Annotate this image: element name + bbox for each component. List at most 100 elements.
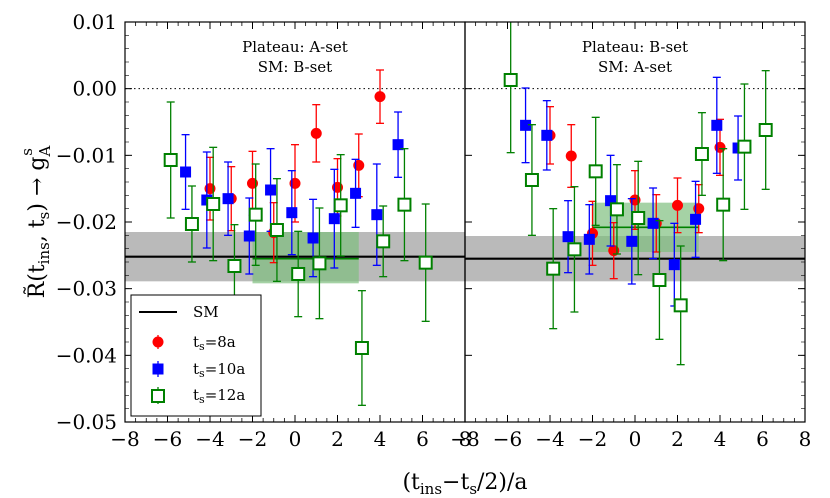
left-ts12-point — [184, 217, 199, 231]
left-ts8-point — [332, 181, 343, 193]
x-tick-label: 2 — [331, 427, 344, 451]
right-ts12-point — [503, 73, 518, 87]
right-ts10-point — [711, 119, 723, 131]
y-tick-label: −0.04 — [56, 343, 117, 367]
left-ts8-point — [247, 177, 258, 189]
x-tick-label: 8 — [799, 427, 812, 451]
left-panel-plot-area — [125, 69, 465, 406]
left-ts10-point — [328, 213, 340, 225]
left-ts10-point — [286, 207, 298, 219]
left-ts12-point — [312, 256, 327, 271]
left-ts8-point — [289, 177, 301, 189]
x-tick-label: 0 — [629, 427, 642, 451]
x-tick-label: 8 — [459, 427, 472, 451]
x-tick-label: −6 — [493, 427, 522, 451]
right-ts8-point — [714, 141, 726, 153]
right-ts10-point — [690, 213, 702, 225]
right-ts8-point — [565, 150, 577, 162]
right-ts12-point — [567, 242, 582, 257]
x-tick-label: −2 — [238, 427, 267, 451]
left-ts10-point — [350, 187, 362, 199]
right-ts10-point — [668, 259, 680, 271]
left-ts10-point — [371, 209, 383, 221]
left-panel-title-line1: Plateau: A-set — [242, 38, 348, 56]
right-panel-plot-area — [465, 22, 805, 366]
left-ts8-point — [204, 183, 216, 195]
y-tick-label: −0.03 — [56, 277, 117, 301]
x-tick-label: 4 — [714, 427, 727, 451]
left-ts10-point — [180, 166, 192, 178]
y-axis-title: R̃(tins, ts) → gAs — [18, 146, 54, 299]
left-ts12-point — [291, 267, 306, 281]
right-ts10-point — [562, 231, 574, 243]
x-tick-label: −4 — [195, 427, 224, 451]
y-tick-label: −0.01 — [56, 143, 117, 167]
x-tick-label: 2 — [671, 427, 684, 451]
legend-ts12-label: ts=12a — [193, 386, 245, 406]
left-ts12-point — [206, 197, 221, 211]
right-ts8-point — [693, 203, 705, 215]
legend-sm-label: SM — [193, 303, 219, 321]
right-ts12-point — [673, 298, 688, 313]
left-ts8-point — [353, 159, 365, 171]
right-ts12-point — [588, 164, 603, 179]
right-ts12-point — [758, 123, 773, 137]
right-ts12-point — [609, 202, 624, 217]
left-ts10-point — [243, 230, 255, 242]
x-tick-label: −4 — [535, 427, 564, 451]
right-ts12-point — [737, 139, 752, 154]
y-tick-label: −0.02 — [56, 210, 117, 234]
legend-ts8-marker — [152, 336, 164, 348]
left-ts12-point — [163, 153, 178, 167]
x-tick-label: −2 — [578, 427, 607, 451]
legend: SM ts=8a ts=10a ts=12a — [130, 294, 262, 417]
right-ts12-point — [716, 197, 731, 212]
right-panel-title-line2: SM: A-set — [598, 58, 672, 76]
left-ts8-point — [310, 127, 322, 139]
x-tick-label: −6 — [153, 427, 182, 451]
left-ts12-point — [248, 207, 263, 222]
x-tick-label: −8 — [110, 427, 139, 451]
left-ts12-point — [333, 198, 348, 213]
right-ts10-point — [626, 235, 638, 247]
left-ts10-point — [307, 232, 319, 244]
right-ts10-point — [583, 233, 595, 245]
right-ts12-point — [546, 261, 561, 276]
right-ts8-point — [629, 194, 641, 206]
left-ts12-point — [397, 197, 412, 212]
right-ts10-point — [541, 129, 553, 141]
axis-ticks: −8 −6 −4 −2 0 2 4 6 8−8 −6 −4 −2 0 2 4 6 80.010.00−0.01−… — [56, 10, 812, 451]
right-ts12-point — [694, 147, 709, 161]
right-ts12-point — [652, 273, 667, 287]
y-tick-label: 0.01 — [72, 10, 117, 34]
legend-ts10-marker — [152, 363, 164, 375]
legend-ts10-label: ts=10a — [193, 360, 245, 380]
left-ts10-point — [392, 139, 404, 151]
x-tick-label: 0 — [289, 427, 302, 451]
right-ts10-point — [605, 195, 617, 207]
right-ts10-point — [520, 119, 532, 131]
left-ts8-point — [374, 91, 386, 103]
right-ts12-point — [524, 173, 539, 187]
left-ts10-point — [222, 193, 234, 205]
x-tick-label: 6 — [756, 427, 769, 451]
y-tick-label: −0.05 — [56, 410, 117, 434]
x-tick-label: 6 — [416, 427, 429, 451]
left-ts10-point — [265, 184, 277, 196]
left-ts12-point — [418, 255, 433, 270]
x-tick-label: −8 — [450, 427, 479, 451]
left-ts12-point — [376, 234, 391, 249]
right-ts8-point — [672, 199, 683, 211]
legend-ts12-marker — [151, 389, 165, 403]
right-panel-title-line1: Plateau: B-set — [582, 38, 688, 56]
right-ts12-point — [631, 211, 646, 225]
left-ts12-point — [354, 341, 369, 355]
left-ts12-point — [269, 223, 284, 237]
x-tick-label: 4 — [374, 427, 387, 451]
x-axis-title: (tins−ts/2)/a — [402, 470, 527, 498]
right-ts10-point — [647, 217, 659, 229]
y-tick-label: 0.00 — [72, 77, 117, 101]
left-panel-title-line2: SM: B-set — [258, 58, 332, 76]
left-ts12-point — [227, 259, 242, 273]
